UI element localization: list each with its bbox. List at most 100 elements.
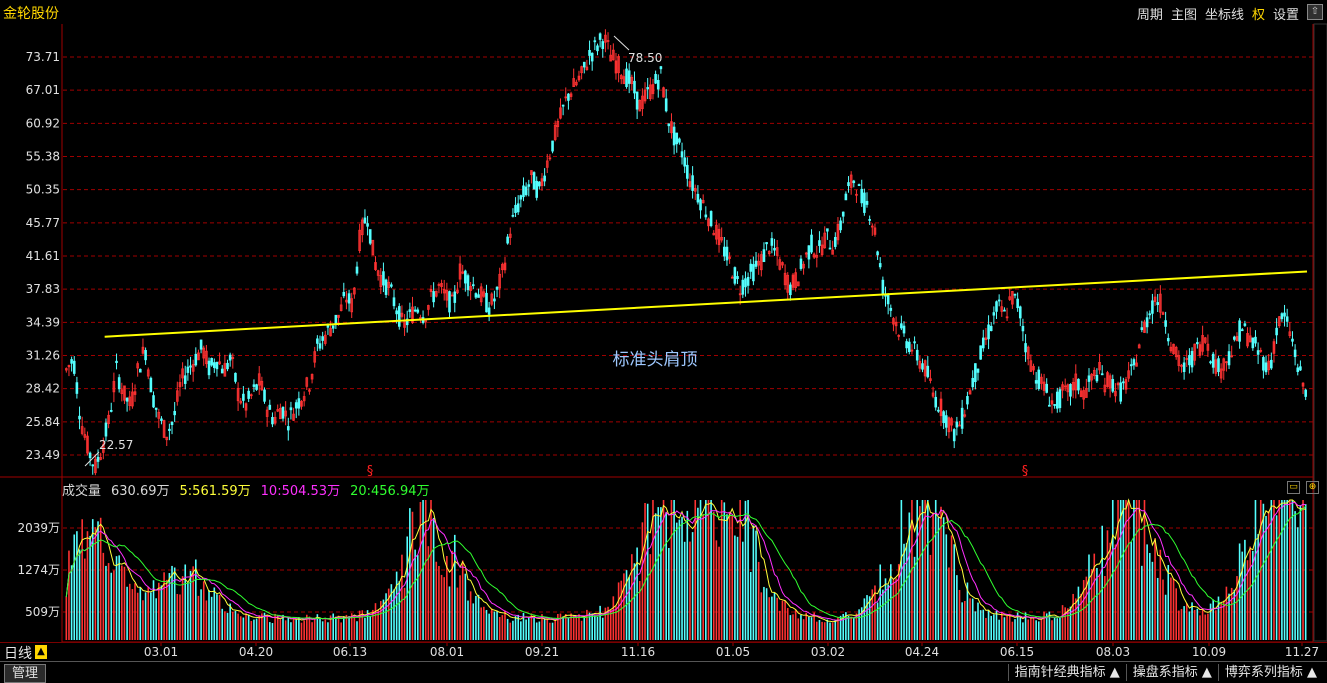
manage-tab[interactable]: 管理 (4, 664, 46, 683)
candle-body (839, 220, 842, 231)
candle-body (67, 365, 71, 368)
low-arrow (84, 451, 100, 467)
warning-icon[interactable]: ▲ (35, 645, 47, 659)
candle-body (141, 346, 145, 354)
candle-body (427, 305, 430, 310)
main-chart-button[interactable]: 主图 (1170, 8, 1197, 23)
candle-body (1214, 359, 1218, 374)
candle-body (659, 66, 663, 70)
candle-body (1206, 343, 1210, 351)
candle-body (72, 360, 76, 374)
candle-body (128, 396, 132, 406)
candle-body (987, 324, 990, 340)
date-tick-label: 11.27 (1285, 645, 1319, 659)
rights-button[interactable]: 权 (1251, 8, 1265, 23)
candle-body (1061, 384, 1064, 391)
candle-body (1233, 336, 1236, 340)
candle-body (1188, 355, 1191, 366)
candle-body (146, 369, 150, 377)
candle-body (725, 246, 729, 261)
candle-body (1119, 382, 1123, 402)
candle-body (471, 284, 475, 287)
candle-body (310, 374, 314, 380)
candle-body (786, 274, 790, 293)
settings-button[interactable]: 设置 (1272, 8, 1299, 23)
candle-body (1145, 317, 1149, 328)
stock-name[interactable]: 金轮股份 (3, 6, 59, 22)
candle-body (1082, 390, 1086, 400)
candle-body (707, 218, 710, 227)
candle-body (643, 89, 647, 102)
candle-body (646, 87, 649, 90)
candle-body (445, 289, 449, 301)
side-panel-edge (1313, 23, 1327, 642)
price-tick-label: 60.92 (26, 116, 60, 130)
candle-body (104, 422, 108, 437)
period-button[interactable]: 周期 (1136, 8, 1163, 23)
candle-body (392, 297, 396, 307)
panel-switch-icon[interactable]: ▭ (1287, 481, 1300, 494)
candle-body (321, 336, 324, 341)
candle-body (485, 292, 488, 313)
candle-body (559, 107, 562, 119)
candle-body (416, 309, 420, 313)
candle-body (173, 410, 176, 416)
candle-body (363, 217, 367, 224)
grid-line-button[interactable]: 坐标线 (1204, 8, 1244, 23)
candle-body (107, 414, 110, 424)
candle-body (892, 318, 895, 325)
tab-compass-indicators[interactable]: 指南针经典指标 ▲ (1007, 664, 1126, 681)
period-label[interactable]: 日线 (4, 646, 32, 662)
candle-body (194, 353, 198, 366)
candle-body (94, 458, 97, 474)
candle-body (855, 193, 858, 196)
candle-body (1174, 346, 1178, 358)
candle-body (162, 420, 166, 438)
price-tick-label: 28.42 (26, 382, 60, 396)
candle-body (1153, 296, 1157, 302)
candle-body (466, 275, 470, 291)
zoom-icon[interactable]: ⊕ (1306, 481, 1319, 494)
candle-body (1172, 343, 1175, 355)
candle-body (672, 126, 676, 146)
candle-body (1164, 320, 1167, 327)
candle-body (974, 363, 977, 383)
candle-body (186, 366, 190, 373)
candle-body (397, 306, 401, 327)
candle-body (1066, 384, 1070, 393)
candle-body (503, 262, 507, 271)
candle-body (1177, 355, 1181, 366)
volume-panel-icons: ▭ ⊕ (1287, 481, 1319, 494)
candle-body (1108, 375, 1112, 389)
candle-body (152, 395, 155, 408)
ma10-line (65, 502, 1306, 621)
candle-body (937, 409, 940, 412)
candle-body (1166, 337, 1170, 342)
candle-body (1114, 390, 1117, 397)
price-tick-label: 55.38 (26, 150, 60, 164)
up-arrow-icon[interactable]: ⇧ (1307, 4, 1323, 20)
candle-body (228, 354, 232, 361)
candle-body (440, 283, 443, 288)
candle-body (701, 200, 705, 204)
candle-body (1111, 379, 1115, 392)
candle-body (754, 260, 758, 267)
candle-body (464, 270, 467, 284)
candle-body (255, 384, 258, 390)
candle-body (693, 187, 697, 192)
candle-body (662, 87, 665, 98)
candle-body (289, 407, 293, 411)
candle-body (1180, 364, 1183, 367)
candle-body (878, 263, 882, 268)
candle-body (865, 200, 869, 205)
candle-body (1196, 342, 1199, 345)
candle-body (873, 227, 877, 235)
candle-body (133, 391, 137, 395)
candle-body (80, 426, 84, 434)
price-tick-label: 34.39 (26, 315, 60, 329)
tab-trading-indicators[interactable]: 操盘系指标 ▲ (1125, 664, 1218, 681)
candle-body (944, 415, 948, 428)
tab-game-indicators[interactable]: 博弈系列指标 ▲ (1217, 664, 1323, 681)
candle-body (231, 356, 235, 360)
